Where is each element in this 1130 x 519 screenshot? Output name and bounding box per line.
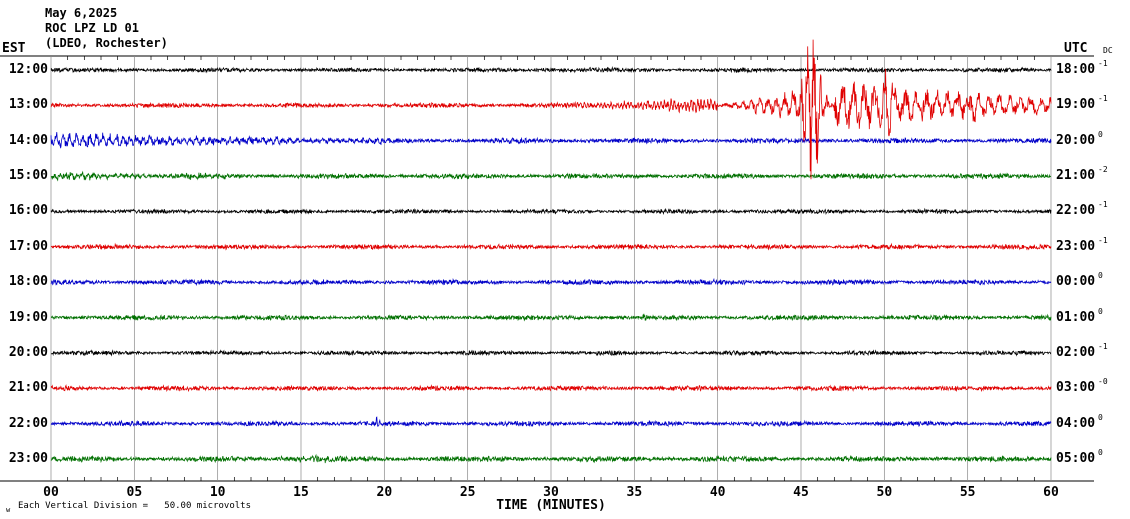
dc-value-12:00: -1 <box>1098 59 1108 68</box>
utc-label-23:00: 23:00 <box>1056 238 1096 254</box>
est-label-23:00: 23:00 <box>8 450 48 466</box>
dc-value-18:00: 0 <box>1098 271 1103 281</box>
x-tick-label-15: 15 <box>293 485 309 500</box>
seismogram-trace-23:00 <box>50 453 1052 464</box>
utc-label-00:00: 00:00 <box>1056 274 1096 290</box>
seismogram-trace-19:00 <box>50 313 1052 322</box>
seismogram-trace-14:00 <box>50 132 1052 149</box>
x-tick-label-30: 30 <box>543 485 559 500</box>
utc-label-22:00: 22:00 <box>1056 203 1096 219</box>
x-axis-title: TIME (MINUTES) <box>496 498 606 513</box>
utc-label-04:00: 04:00 <box>1056 415 1096 431</box>
dc-value-17:00: -1 <box>1098 235 1108 245</box>
utc-label-21:00: 21:00 <box>1056 168 1096 184</box>
x-tick-label-25: 25 <box>459 485 476 500</box>
est-label-22:00: 22:00 <box>8 415 48 431</box>
x-tick-label-00: 00 <box>43 485 59 500</box>
utc-label-19:00: 19:00 <box>1056 97 1096 113</box>
dc-value-23:00: 0 <box>1098 447 1103 457</box>
seismogram-trace-13:00 <box>50 39 1052 180</box>
x-tick-label-50: 50 <box>876 485 893 500</box>
x-tick-label-40: 40 <box>709 485 726 500</box>
seismogram-trace-16:00 <box>50 207 1052 216</box>
seismogram-trace-12:00 <box>50 66 1052 74</box>
x-tick-label-35: 35 <box>626 485 643 500</box>
est-label-13:00: 13:00 <box>8 97 48 113</box>
seismogram-trace-15:00 <box>50 170 1052 182</box>
utc-label-02:00: 02:00 <box>1056 344 1096 360</box>
dc-value-21:00: -0 <box>1098 377 1108 387</box>
utc-label-20:00: 20:00 <box>1056 132 1096 148</box>
est-label-19:00: 19:00 <box>8 309 48 325</box>
dc-value-19:00: 0 <box>1098 306 1103 316</box>
est-label-15:00: 15:00 <box>8 168 48 184</box>
seismogram-trace-22:00 <box>50 416 1052 428</box>
seismogram-trace-17:00 <box>50 242 1052 251</box>
dc-value-14:00: 0 <box>1098 129 1103 139</box>
x-tick-label-60: 60 <box>1043 485 1059 500</box>
est-label-21:00: 21:00 <box>8 380 48 396</box>
seismogram-trace-20:00 <box>50 349 1052 357</box>
est-label-17:00: 17:00 <box>8 238 48 254</box>
est-label-14:00: 14:00 <box>8 132 48 148</box>
left-axis-label: EST <box>2 41 26 56</box>
scale-note: Each Vertical Division = 50.00 microvolt… <box>18 501 251 511</box>
est-label-12:00: 12:00 <box>8 62 48 77</box>
x-tick-label-55: 55 <box>959 485 976 500</box>
corner-mark: w <box>6 506 11 514</box>
est-label-18:00: 18:00 <box>8 274 48 290</box>
utc-label-18:00: 18:00 <box>1056 62 1096 77</box>
dc-value-22:00: 0 <box>1098 412 1103 422</box>
network-title: (LDEO, Rochester) <box>45 36 168 50</box>
x-tick-label-10: 10 <box>209 485 226 500</box>
seismogram-trace-18:00 <box>50 277 1052 287</box>
utc-label-03:00: 03:00 <box>1056 380 1096 396</box>
dc-value-20:00: -1 <box>1098 341 1108 351</box>
dc-value-15:00: -2 <box>1098 165 1108 175</box>
seismogram-trace-21:00 <box>50 384 1052 393</box>
dc-value-16:00: -1 <box>1098 200 1108 210</box>
utc-label-01:00: 01:00 <box>1056 309 1096 325</box>
dc-column-label: DC <box>1103 46 1113 55</box>
est-label-20:00: 20:00 <box>8 344 48 360</box>
x-tick-label-20: 20 <box>376 485 393 500</box>
x-tick-label-45: 45 <box>793 485 809 500</box>
utc-label-05:00: 05:00 <box>1056 450 1096 466</box>
dc-value-13:00: -1 <box>1098 94 1108 104</box>
x-tick-label-05: 05 <box>126 485 143 500</box>
right-axis-label: UTC <box>1064 41 1088 56</box>
station-title: ROC LPZ LD 01 <box>45 21 139 35</box>
date-title: May 6,2025 <box>45 6 118 20</box>
est-label-16:00: 16:00 <box>8 203 48 219</box>
